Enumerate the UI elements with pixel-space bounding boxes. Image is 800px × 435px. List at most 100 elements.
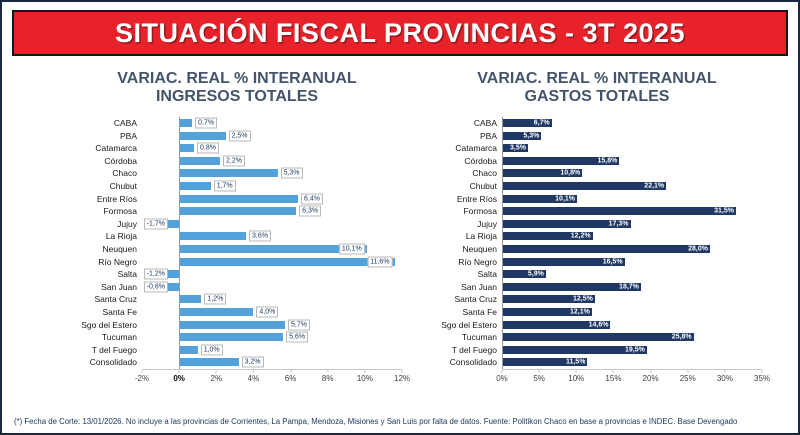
value-label: 5,9% <box>527 270 544 278</box>
category-label: Chubut <box>469 181 497 192</box>
category-label: Neuquen <box>102 244 137 255</box>
category-label: Tucuman <box>101 332 137 343</box>
bar-row: 25,8% <box>502 331 762 344</box>
tick-label: 0% <box>173 373 185 383</box>
bar <box>502 270 546 279</box>
category-label: Formosa <box>463 206 497 217</box>
footnote: (*) Fecha de Corte: 13/01/2026. No inclu… <box>14 417 738 426</box>
bar-row: 11,5% <box>502 356 762 369</box>
tick-label: 8% <box>321 373 334 383</box>
value-label: -1,2% <box>143 268 168 280</box>
bar <box>502 257 625 266</box>
category-label: Sgo del Estero <box>81 319 137 330</box>
category-label: CABA <box>113 118 137 129</box>
value-label: 31,5% <box>714 207 734 215</box>
bar <box>179 295 202 304</box>
bar-row: 1,2% <box>142 293 402 306</box>
category-label: Jujuy <box>477 218 497 229</box>
value-label: 1,0% <box>200 344 223 356</box>
value-label: 4,0% <box>256 306 279 318</box>
chart-title-line1: VARIAC. REAL % INTERANUAL <box>477 70 717 87</box>
value-label: 14,6% <box>588 321 609 329</box>
value-label: 5,6% <box>286 331 309 343</box>
category-label: CABA <box>473 118 497 129</box>
bar-row: 5,9% <box>502 268 762 281</box>
value-label: 11,6% <box>367 256 393 268</box>
value-label: 6,7% <box>533 119 550 127</box>
tick-mark <box>252 369 254 373</box>
charts-row: VARIAC. REAL % INTERANUAL INGRESOS TOTAL… <box>2 60 798 386</box>
bar-row: 0,8% <box>142 142 402 155</box>
bar <box>179 307 254 316</box>
value-label: 12,5% <box>572 295 593 303</box>
category-label: Entre Ríos <box>96 193 137 204</box>
ingresos-chart: VARIAC. REAL % INTERANUAL INGRESOS TOTAL… <box>72 70 410 386</box>
zero-axis-line <box>179 116 181 369</box>
bar <box>179 245 367 254</box>
bar-row: -1,2% <box>142 268 402 281</box>
bar <box>502 169 583 178</box>
category-label: PBA <box>119 130 137 141</box>
tick-mark <box>141 369 143 373</box>
bar-row: 12,2% <box>502 230 762 243</box>
bar <box>502 219 631 228</box>
category-label: La Rioja <box>105 231 137 242</box>
category-label: Consolidado <box>89 357 137 368</box>
category-label: Consolidado <box>449 357 497 368</box>
bar-row: -1,7% <box>142 218 402 231</box>
tick-label: 35% <box>753 373 771 383</box>
value-label: 6,3% <box>299 205 322 217</box>
bar-row: 19,5% <box>502 343 762 356</box>
bar <box>179 131 226 140</box>
category-label: Santa Fe <box>462 306 498 317</box>
tick-label: 30% <box>716 373 733 383</box>
tick-mark <box>612 369 614 373</box>
tick-mark <box>761 369 763 373</box>
category-label: T del Fuego <box>451 344 497 355</box>
bar-row: 11,6% <box>142 255 402 268</box>
bar <box>179 169 278 178</box>
category-label: San Juan <box>461 281 497 292</box>
bar <box>502 307 592 316</box>
bar <box>179 257 395 266</box>
bar <box>502 358 588 367</box>
value-label: 19,5% <box>624 346 645 354</box>
tick-label: 20% <box>642 373 659 383</box>
bar-row: 1,0% <box>142 343 402 356</box>
chart-title-line2: INGRESOS TOTALES <box>155 88 319 106</box>
plot-right: 0,7% 2,5% 0,8% 2,2% 5,3% 1,7% 6,4% 6,3% -1,7% 3,6… <box>135 116 410 386</box>
bar <box>179 144 194 153</box>
bar-row: 12,5% <box>502 293 762 306</box>
tick-mark <box>364 369 366 373</box>
bar <box>168 282 180 291</box>
bar-row: 5,7% <box>142 318 402 331</box>
category-label: Salta <box>477 269 497 280</box>
value-label: 2,2% <box>223 155 245 167</box>
value-label: 10,1% <box>555 195 576 203</box>
bar <box>179 345 198 354</box>
value-label: 16,5% <box>602 258 623 266</box>
value-axis: 0% 5% 10% 15% 20% 25% 30% 35% <box>496 369 770 386</box>
tick-label: 0% <box>496 373 508 383</box>
category-label: Córdoba <box>464 155 497 166</box>
tick-label: 25% <box>679 373 696 383</box>
chart-title-line2: GASTOS TOTALES <box>524 88 670 106</box>
bar <box>502 320 611 329</box>
category-label: Salta <box>117 269 137 280</box>
tick-mark <box>687 369 689 373</box>
bar <box>502 333 694 342</box>
category-label: Río Negro <box>98 256 137 267</box>
bar <box>502 131 542 140</box>
category-label: Jujuy <box>117 218 137 229</box>
tick-mark <box>401 369 403 373</box>
ingresos-plot-area: CABA PBA Catamarca Córdoba Chaco Chubut Entre … <box>72 116 410 386</box>
tick-label: 10% <box>568 373 585 383</box>
category-axis: CABA PBA Catamarca Córdoba Chaco Chubut Entre … <box>432 117 502 386</box>
tick-mark <box>290 369 292 373</box>
tick-label: 4% <box>247 373 260 383</box>
tick-mark <box>501 369 503 373</box>
plot-right: 6,7% 5,3% 3,5% 15,8% 10,8% 22,1% 10,1% 31,5% 17,… <box>496 116 770 386</box>
bar <box>179 194 298 203</box>
tick-label: 5% <box>533 373 545 383</box>
